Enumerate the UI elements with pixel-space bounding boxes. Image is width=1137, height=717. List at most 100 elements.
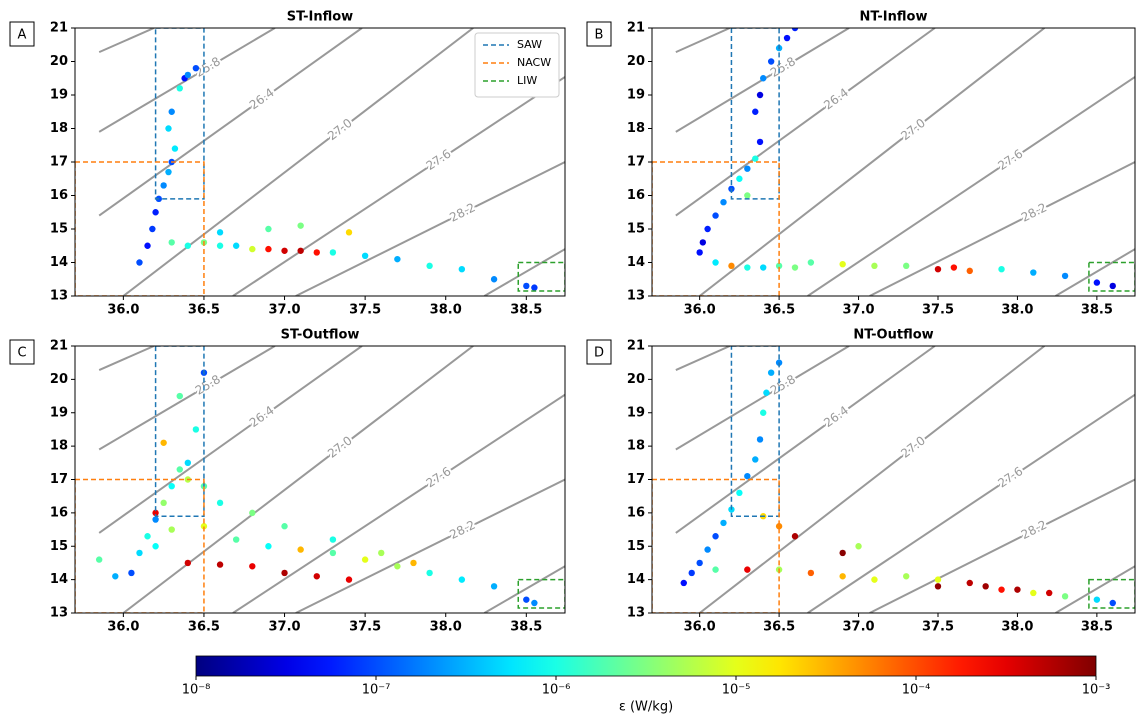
data-point — [361, 556, 369, 563]
chart-title: NT-Outflow — [853, 328, 933, 343]
x-tick-label: 38.0 — [430, 620, 462, 635]
data-point — [531, 599, 538, 607]
y-tick-label: 21 — [50, 21, 68, 36]
data-point — [720, 519, 727, 527]
data-point — [760, 409, 767, 416]
data-point — [144, 533, 151, 540]
water-mass-box — [75, 478, 205, 613]
data-point — [744, 566, 751, 573]
water-mass-box — [154, 28, 205, 200]
isopycnal — [232, 393, 565, 613]
data-point — [680, 579, 687, 587]
y-tick-label: 14 — [627, 255, 645, 270]
data-point — [934, 583, 942, 590]
x-tick-label: 37.5 — [349, 303, 381, 318]
isopycnal — [232, 76, 565, 296]
data-point — [426, 569, 433, 577]
data-point — [871, 576, 878, 583]
x-tick-label: 36.5 — [188, 620, 220, 635]
data-point — [184, 71, 192, 79]
data-point — [458, 266, 466, 273]
water-mass-box — [517, 578, 565, 609]
data-point — [168, 526, 175, 533]
data-point — [345, 229, 353, 236]
data-point — [767, 58, 775, 65]
colorbar-tick-label: 10⁻⁷ — [362, 683, 391, 698]
isopycnal — [295, 478, 565, 613]
colorbar-label: ε (W/kg) — [619, 700, 673, 715]
data-point — [1030, 269, 1037, 276]
panel-label-box — [9, 21, 35, 47]
data-point — [767, 369, 775, 376]
data-point — [839, 573, 846, 580]
data-point — [756, 138, 764, 146]
data-point — [712, 259, 719, 266]
data-point — [176, 392, 183, 400]
data-point — [744, 192, 751, 199]
isopycnal — [98, 346, 363, 534]
data-point — [313, 249, 320, 256]
data-point — [1014, 586, 1021, 593]
data-point — [249, 509, 256, 517]
data-point — [232, 242, 240, 249]
data-point — [112, 573, 119, 580]
y-tick-label: 16 — [50, 505, 68, 520]
y-tick-label: 14 — [627, 572, 645, 587]
water-mass-box — [730, 28, 780, 200]
data-point — [736, 175, 743, 182]
panel-label: D — [594, 346, 604, 361]
data-point — [966, 579, 973, 587]
isopycnal — [483, 565, 565, 613]
data-point — [410, 559, 417, 567]
data-point — [152, 209, 159, 216]
plot-area: 25.8 26.4 27.0 27.6 28.2 — [652, 28, 1135, 296]
data-point — [232, 536, 240, 543]
isopycnal — [699, 346, 1046, 613]
y-tick-label: 16 — [627, 188, 645, 203]
data-point — [712, 566, 719, 573]
data-point — [165, 168, 172, 176]
data-point — [1030, 589, 1037, 597]
y-tick-label: 17 — [627, 472, 645, 487]
data-point — [934, 576, 942, 583]
isopycnal-label: 26.4 — [247, 403, 277, 430]
data-point — [136, 259, 143, 266]
isopycnal-label: 27.0 — [898, 116, 928, 143]
y-tick-label: 17 — [50, 155, 68, 170]
isopycnal — [98, 346, 155, 371]
data-point — [281, 569, 288, 577]
isopycnal-label: 27.6 — [995, 464, 1025, 490]
data-point — [934, 266, 942, 273]
x-tick-label: 37.0 — [269, 303, 301, 318]
data-point — [839, 260, 846, 268]
data-point — [128, 569, 135, 577]
isopycnal-label: 27.0 — [325, 433, 355, 460]
data-point — [1061, 272, 1069, 280]
data-point — [1093, 279, 1101, 286]
data-point — [361, 252, 369, 259]
data-point — [184, 559, 192, 567]
isopycnal-label: 26.4 — [821, 403, 851, 430]
data-point — [1061, 593, 1069, 600]
isopycnal-label: 27.6 — [424, 147, 454, 173]
colorbar-tick-label: 10⁻³ — [1082, 683, 1111, 698]
x-tick-label: 38.0 — [430, 303, 462, 318]
data-point — [760, 75, 767, 82]
isopycnal-label: 28.2 — [447, 200, 477, 224]
data-point — [297, 546, 304, 553]
data-point — [998, 266, 1005, 273]
data-point — [281, 247, 288, 254]
data-point — [249, 245, 256, 253]
data-point — [297, 247, 304, 254]
data-point — [184, 459, 192, 467]
panel-label: B — [595, 28, 604, 43]
data-point — [712, 212, 719, 219]
data-point — [168, 239, 175, 246]
isopycnal — [98, 28, 155, 54]
data-point — [1109, 599, 1116, 607]
data-point — [184, 242, 192, 249]
y-tick-label: 18 — [50, 121, 68, 136]
plot-area: 25.8 26.4 27.0 27.6 28.2 — [75, 346, 565, 613]
